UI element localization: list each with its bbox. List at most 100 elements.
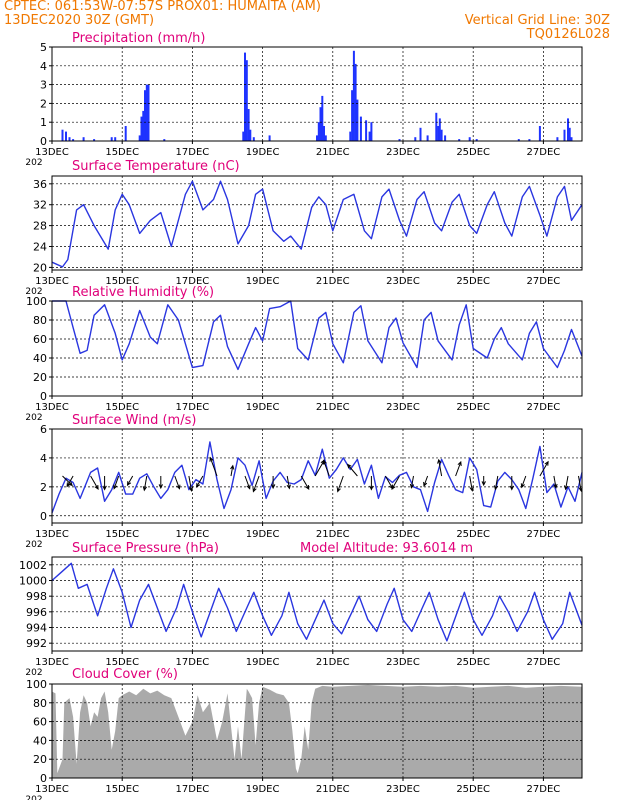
precip-bar	[365, 120, 368, 141]
precip-bar	[368, 131, 371, 141]
x-tick-label: 17DEC	[176, 402, 210, 413]
y-tick-label: 2	[40, 97, 47, 110]
x-tick-label: 27DEC	[527, 276, 561, 287]
pressure-subtitle: Model Altitude: 93.6014 m	[300, 541, 473, 556]
precip-bar	[517, 139, 520, 141]
y-tick-label: 0	[40, 390, 47, 403]
x-tick-label: 25DEC	[456, 784, 490, 795]
header-block: CPTEC: 061:53W-07:57S PROX01: HUMAITA (A…	[0, 0, 618, 44]
precip-bar	[419, 127, 422, 141]
y-tick-label: 1000	[19, 575, 47, 588]
x-year-label: 202	[25, 158, 42, 168]
wind-vector-arrow	[196, 475, 204, 488]
y-tick-label: 992	[26, 637, 47, 650]
wind-vector-arrow	[455, 460, 462, 477]
precip-bar	[247, 109, 250, 141]
x-tick-label: 13DEC	[35, 402, 69, 413]
y-tick-label: 40	[33, 734, 47, 747]
y-tick-label: 5	[40, 41, 47, 54]
x-tick-label: 15DEC	[105, 529, 139, 540]
precip-bar	[359, 116, 362, 141]
precip-bar	[114, 137, 117, 141]
precip-bar	[163, 139, 166, 141]
precip-bar	[245, 60, 248, 142]
wind-vector-arrow	[300, 475, 310, 491]
wind-title: Surface Wind (m/s)	[72, 413, 196, 428]
cloud-frame	[51, 683, 583, 779]
x-tick-label: 19DEC	[246, 529, 280, 540]
wind-vector-arrow	[158, 476, 163, 490]
wind-vector-arrow	[539, 460, 549, 477]
y-tick-label: 4	[40, 452, 47, 465]
precip-bar	[435, 112, 438, 141]
x-year-label: 202	[25, 540, 42, 550]
precip-bar	[352, 50, 355, 141]
y-tick-label: 28	[33, 220, 47, 233]
x-tick-label: 27DEC	[527, 402, 561, 413]
x-year-label: 202	[25, 287, 42, 297]
x-tick-label: 21DEC	[316, 657, 350, 668]
x-tick-label: 25DEC	[456, 657, 490, 668]
precip-bar	[244, 52, 246, 141]
humidity-panel	[49, 300, 583, 399]
x-tick-label: 15DEC	[105, 402, 139, 413]
wind-vector-arrow	[520, 475, 527, 489]
temperature-frame	[51, 175, 583, 271]
x-tick-label: 21DEC	[316, 784, 350, 795]
wind-vector-arrow	[252, 475, 260, 493]
precip-bar	[444, 135, 447, 141]
y-tick-label: 60	[33, 716, 47, 729]
precip-bar	[440, 129, 443, 141]
x-tick-label: 13DEC	[35, 147, 69, 158]
precip-bar	[570, 137, 573, 141]
wind-vector-arrow	[244, 475, 251, 490]
x-year-label: 202	[25, 413, 42, 423]
x-tick-label: 23DEC	[386, 276, 420, 287]
precip-bar	[414, 137, 417, 141]
y-tick-label: 100	[26, 678, 47, 691]
temperature-panel	[49, 175, 583, 273]
x-tick-label: 19DEC	[246, 147, 280, 158]
wind-vector-arrow	[469, 475, 474, 492]
wind-vector-arrow	[409, 475, 415, 489]
precip-title: Precipitation (mm/h)	[72, 31, 205, 46]
wind-vector-arrow	[286, 475, 291, 490]
header-location: CPTEC: 061:53W-07:57S PROX01: HUMAITA (A…	[4, 0, 321, 14]
wind-vector-arrow	[230, 464, 235, 477]
y-tick-label: 36	[33, 178, 47, 191]
precip-bar	[426, 135, 429, 141]
y-tick-label: 24	[33, 241, 47, 254]
x-tick-label: 27DEC	[527, 784, 561, 795]
y-tick-label: 20	[33, 753, 47, 766]
precip-bar	[438, 118, 441, 141]
precip-bar	[538, 126, 541, 141]
y-tick-label: 0	[40, 772, 47, 785]
precip-bar	[475, 139, 478, 141]
wind-vector-arrow	[481, 476, 486, 487]
wind-vector-arrow	[66, 475, 74, 488]
wind-vector-arrow	[188, 475, 194, 492]
precip-frame	[51, 46, 583, 142]
temperature-title: Surface Temperature (nC)	[72, 159, 240, 174]
precip-bar	[317, 122, 320, 141]
precip-bar	[252, 137, 255, 141]
wind-vector-arrow	[336, 475, 344, 493]
pressure-panel	[49, 556, 583, 654]
x-tick-label: 23DEC	[386, 657, 420, 668]
x-tick-label: 25DEC	[456, 147, 490, 158]
x-tick-label: 25DEC	[456, 276, 490, 287]
precip-bar	[370, 122, 373, 141]
precip-bar	[93, 139, 96, 141]
x-tick-label: 25DEC	[456, 402, 490, 413]
precip-bar	[437, 126, 440, 141]
pressure-frame	[51, 556, 583, 652]
precip-bar	[65, 131, 67, 141]
precip-bar	[356, 99, 359, 141]
precip-bar	[142, 110, 145, 141]
y-tick-label: 32	[33, 199, 47, 212]
y-tick-label: 3	[40, 79, 47, 92]
precip-bar	[316, 135, 318, 141]
x-tick-label: 19DEC	[246, 402, 280, 413]
precip-bar	[319, 107, 322, 141]
precip-bar	[72, 139, 75, 141]
